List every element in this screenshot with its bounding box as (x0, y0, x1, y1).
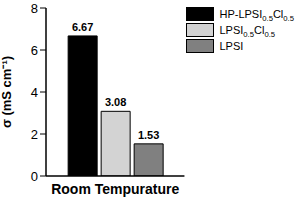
svg-text:0: 0 (31, 169, 38, 184)
svg-text:1.53: 1.53 (138, 129, 159, 141)
svg-text:3.08: 3.08 (105, 96, 126, 108)
svg-text:4: 4 (31, 85, 38, 100)
html-text:HP-LPSI0.5Cl0.5: HP-LPSI0.5Cl0.5 (219, 8, 294, 24)
svg-text:Room Tempurature: Room Tempurature (51, 181, 179, 197)
svg-text:σ (mS cm⁻¹): σ (mS cm⁻¹) (8, 56, 14, 128)
svg-text:6.67: 6.67 (72, 21, 93, 33)
svg-text:2: 2 (31, 127, 38, 142)
html-text:LPSI0.5Cl0.5: LPSI0.5Cl0.5 (219, 24, 276, 40)
svg-text:8: 8 (31, 1, 38, 16)
html-text:LPSI: LPSI (219, 40, 244, 52)
svg-text:6: 6 (31, 43, 38, 58)
